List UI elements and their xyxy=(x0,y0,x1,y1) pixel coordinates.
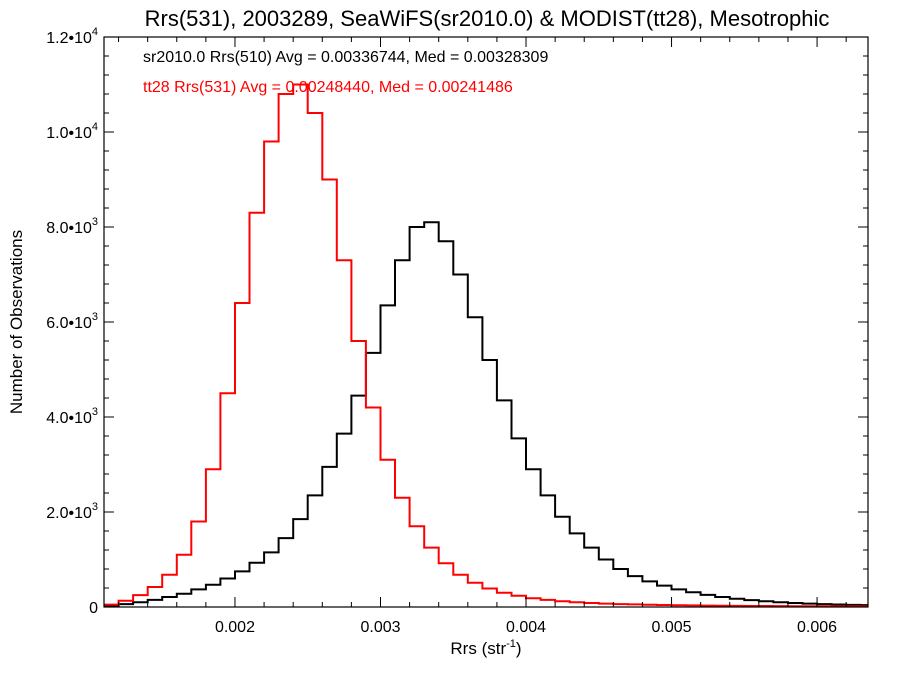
x-tick-label: 0.003 xyxy=(360,619,400,636)
x-axis-label: Rrs (str-1) xyxy=(450,638,521,658)
y-tick-label: 1.0•104 xyxy=(46,121,98,142)
x-axis: 0.002 0.003 0.004 0.005 0.006 xyxy=(118,37,847,636)
x-axis-label-sup: -1 xyxy=(506,638,516,650)
x-tick-label: 0.002 xyxy=(215,619,255,636)
series-layer xyxy=(104,83,868,607)
y-tick-label: 6.0•103 xyxy=(46,311,98,332)
y-axis: 0 2.0•103 4.0•103 6.0•103 8.0•103 1.0•104 1.2•… xyxy=(46,26,868,617)
x-tick-label: 0.006 xyxy=(797,619,837,636)
y-axis-label: Number of Observations xyxy=(7,230,26,414)
y-tick-label: 2.0•103 xyxy=(46,501,98,522)
x-tick-label: 0.005 xyxy=(652,619,692,636)
series-red-histogram xyxy=(104,83,868,607)
y-tick-label: 1.2•104 xyxy=(46,26,98,47)
annotation-black: sr2010.0 Rrs(510) Avg = 0.00336744, Med … xyxy=(143,49,548,66)
plot-frame xyxy=(103,36,869,608)
y-tick-label: 8.0•103 xyxy=(46,216,98,237)
chart-title: Rrs(531), 2003289, SeaWiFS(sr2010.0) & M… xyxy=(145,6,830,31)
y-tick-label: 0 xyxy=(89,600,98,617)
x-axis-label-main: Rrs (str xyxy=(450,639,506,658)
series-black-histogram xyxy=(104,221,868,607)
annotation-red: tt28 Rrs(531) Avg = 0.00248440, Med = 0.… xyxy=(143,79,513,96)
y-tick-label: 4.0•103 xyxy=(46,406,98,427)
x-tick-label: 0.004 xyxy=(506,619,546,636)
x-axis-label-end: ) xyxy=(516,639,522,658)
